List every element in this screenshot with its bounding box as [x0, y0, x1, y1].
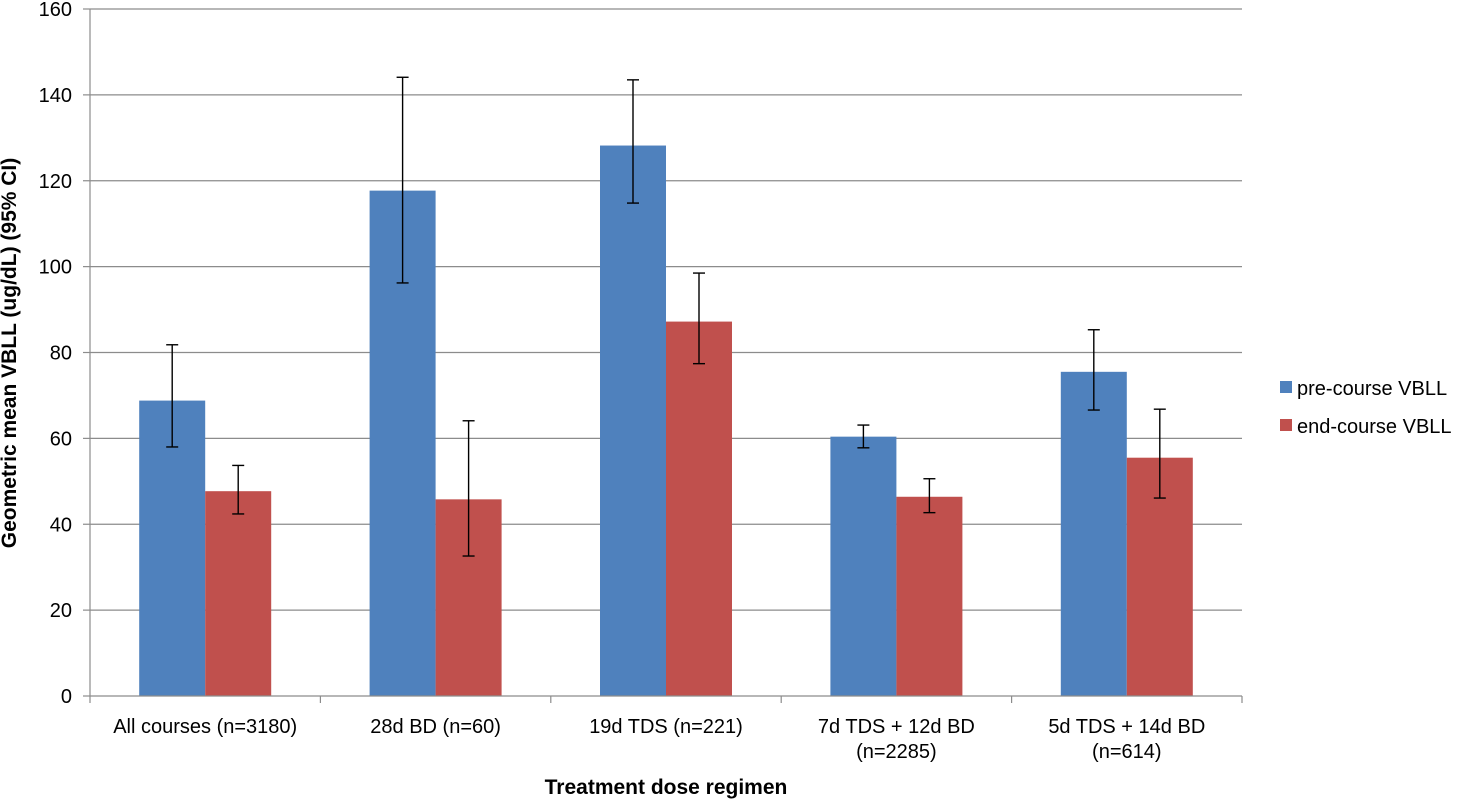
x-tick-label: 5d TDS + 14d BD (n=614): [1048, 716, 1205, 763]
y-tick-label: 120: [39, 171, 72, 193]
y-tick-label: 140: [39, 85, 72, 107]
y-tick-label: 20: [50, 600, 72, 622]
x-axis-title: Treatment dose regimen: [545, 776, 788, 799]
legend-label: end-course VBLL: [1297, 416, 1452, 438]
x-tick-label-line: (n=2285): [856, 741, 937, 763]
y-tick-label: 0: [61, 686, 72, 708]
error-bar: [396, 76, 409, 284]
y-tick-labels: 0 20 40 60 80 100 120 140 160: [39, 0, 72, 708]
error-bar: [627, 79, 639, 204]
x-tick-label-line: (n=614): [1092, 741, 1162, 763]
bar: [205, 491, 272, 696]
error-bar: [462, 420, 475, 557]
y-tick-label: 40: [50, 514, 72, 536]
y-tick-label: 160: [39, 0, 72, 21]
legend: pre-course VBLL end-course VBLL: [1280, 378, 1452, 438]
error-bar: [166, 344, 179, 448]
bar: [830, 436, 897, 696]
x-tick-label-line: 5d TDS + 14d BD: [1048, 716, 1205, 738]
y-tick-label: 80: [50, 343, 72, 365]
legend-entry: pre-course VBLL: [1280, 378, 1447, 400]
error-bar: [693, 272, 705, 365]
error-bar: [1087, 329, 1100, 411]
y-tick-label: 100: [39, 257, 72, 279]
x-tick-label-line: All courses (n=3180): [113, 716, 297, 738]
bars: [139, 145, 1193, 697]
bar: [896, 496, 963, 696]
error-bar: [923, 478, 936, 514]
x-tick-label-line: 28d BD (n=60): [370, 716, 501, 738]
x-tick-label: 7d TDS + 12d BD (n=2285): [818, 716, 975, 763]
x-tick-label: 28d BD (n=60): [370, 716, 501, 738]
legend-entry: end-course VBLL: [1280, 416, 1452, 438]
x-tick-label: 19d TDS (n=221): [589, 716, 743, 738]
axes: [83, 8, 1243, 703]
bar: [666, 321, 732, 696]
legend-label: pre-course VBLL: [1297, 378, 1447, 400]
x-tick-labels: All courses (n=3180) 28d BD (n=60) 19d TDS…: [113, 716, 1205, 763]
error-bar: [857, 424, 870, 449]
error-bars: [166, 76, 1166, 557]
y-tick-label: 60: [50, 428, 72, 450]
error-bar: [232, 464, 245, 515]
x-tick-label-line: 19d TDS (n=221): [589, 716, 743, 738]
bar: [1060, 371, 1127, 696]
error-bar: [1153, 408, 1166, 499]
bar: [600, 145, 666, 696]
x-tick-label: All courses (n=3180): [113, 716, 297, 738]
bar: [139, 400, 206, 696]
legend-swatch: [1280, 419, 1292, 431]
y-axis-title: Geometric mean VBLL (ug/dL) (95% CI): [0, 158, 21, 549]
x-tick-label-line: 7d TDS + 12d BD: [818, 716, 975, 738]
legend-swatch: [1280, 381, 1292, 393]
